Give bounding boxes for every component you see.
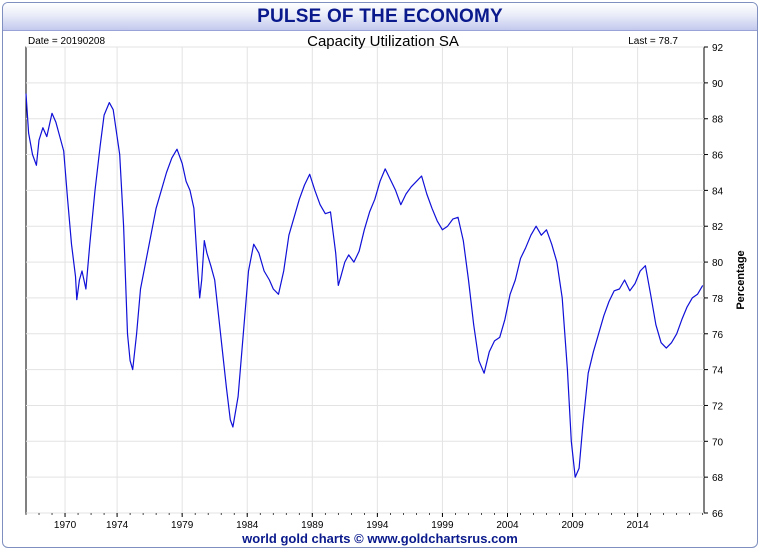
plot-area: [25, 46, 705, 514]
y-tick-label: 92: [712, 43, 724, 54]
date-label: Date = 20190208: [28, 36, 105, 47]
y-tick-label: 66: [712, 509, 724, 520]
y-tick-label: 76: [712, 330, 724, 341]
x-axis: 1970 1974 1979 1984 1989 1994 1999 2004 2009 2014: [25, 513, 704, 531]
y-tick-label: 90: [712, 79, 724, 90]
y-tick-label: 70: [712, 437, 724, 448]
x-tick-label: 1974: [106, 520, 129, 531]
y-tick-label: 82: [712, 222, 724, 233]
x-tick-label: 1970: [54, 520, 77, 531]
y-axis-label: Percentage: [735, 250, 747, 309]
last-value-label: Last = 78.7: [628, 36, 678, 47]
x-tick-label: 1989: [301, 520, 324, 531]
x-tick-label: 1984: [236, 520, 259, 531]
y-tick-label: 74: [712, 366, 724, 377]
y-tick-label: 72: [712, 401, 724, 412]
y-tick-label: 80: [712, 258, 724, 269]
banner: PULSE OF THE ECONOMY: [3, 3, 757, 31]
y-axis: 66 68 70 72 74 76 78 80 82 84 86 88 90 92: [704, 43, 724, 520]
x-tick-label: 1994: [366, 520, 389, 531]
x-tick-label: 1979: [171, 520, 194, 531]
x-tick-label: 1999: [431, 520, 454, 531]
footer-credit: world gold charts © www.goldchartsrus.co…: [242, 531, 518, 546]
series-line: [25, 93, 704, 478]
x-tick-label: 2014: [627, 520, 650, 531]
x-tick-label: 2004: [496, 520, 519, 531]
y-tick-label: 88: [712, 115, 724, 126]
y-tick-label: 78: [712, 294, 724, 305]
y-tick-label: 84: [712, 186, 724, 197]
chart-svg: 1970 1974 1979 1984 1989 1994 1999 2004 2009 2014…: [25, 33, 747, 531]
chart-title: Capacity Utilization SA: [307, 33, 459, 50]
banner-title: PULSE OF THE ECONOMY: [257, 6, 503, 27]
y-tick-label: 68: [712, 473, 724, 484]
x-tick-label: 2009: [561, 520, 584, 531]
y-tick-label: 86: [712, 151, 724, 162]
